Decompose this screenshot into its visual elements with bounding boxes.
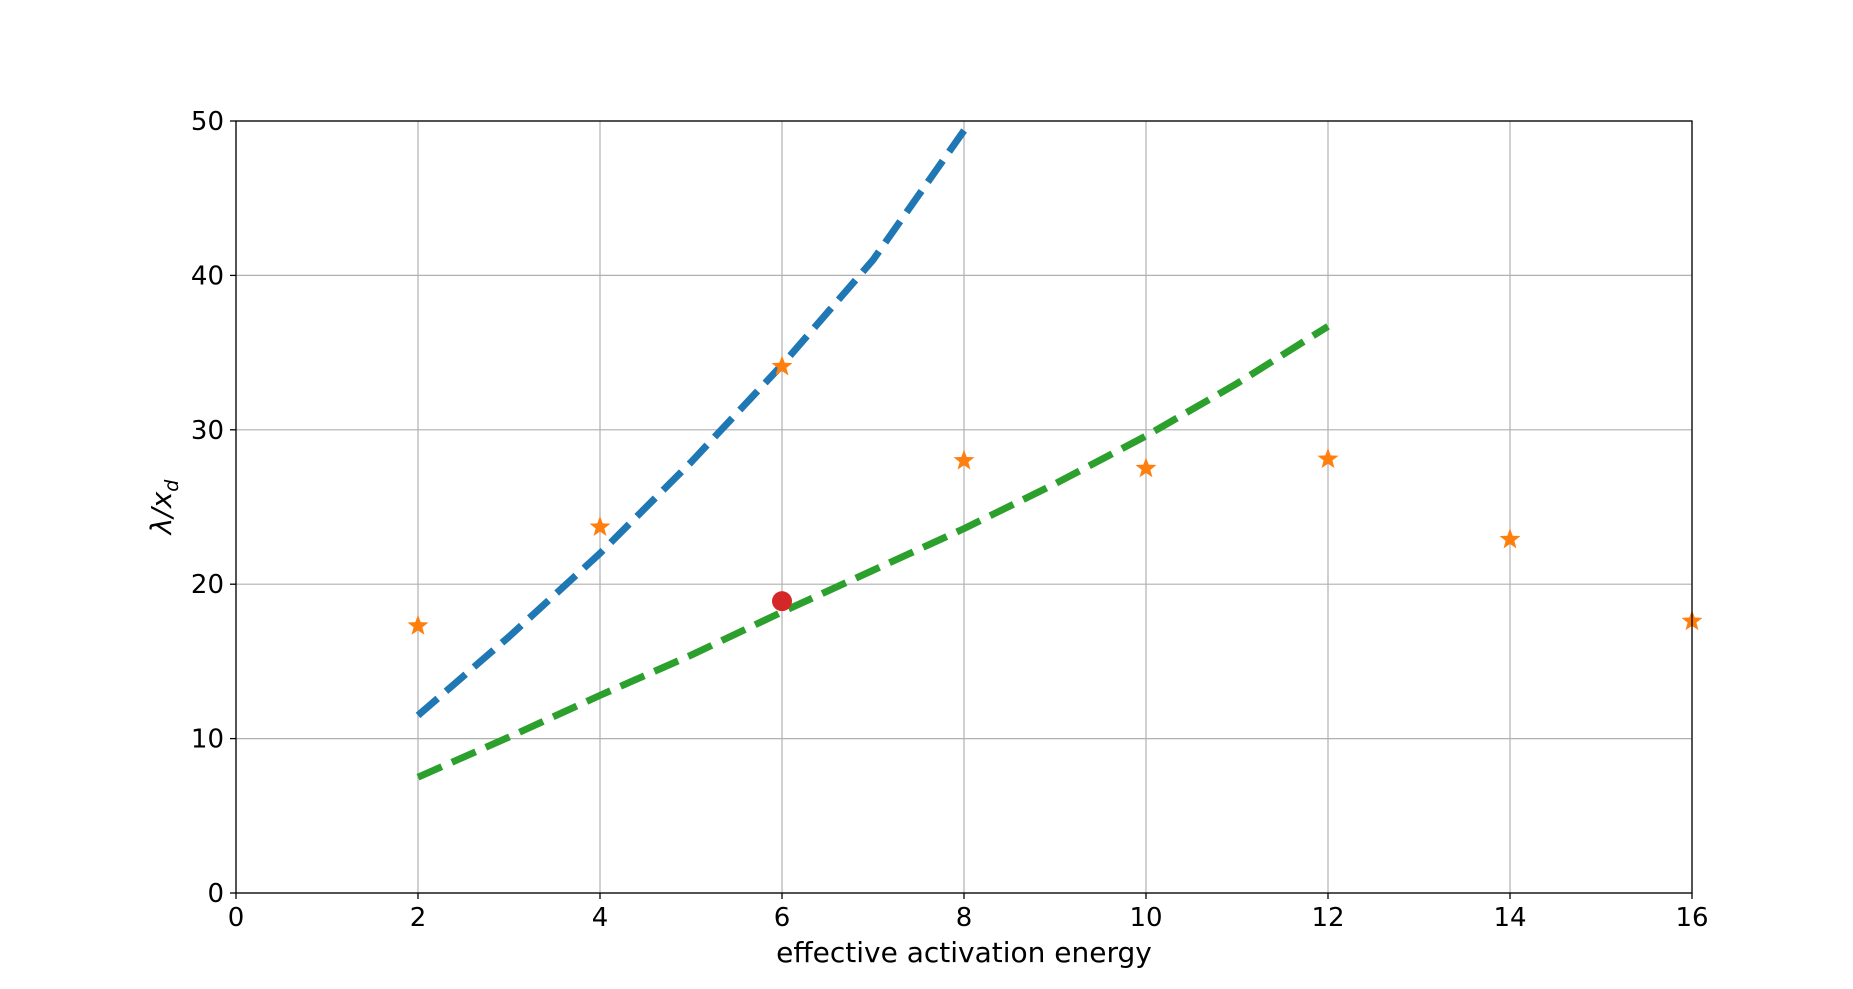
x-tick-label: 8 xyxy=(956,903,973,933)
y-axis-label: λ/xd xyxy=(145,479,183,537)
x-tick-label: 4 xyxy=(592,903,609,933)
y-tick-label: 50 xyxy=(191,107,224,137)
ticks: 0 2 4 6 8 10 12 14 16 0 10 20 30 40 50 xyxy=(191,107,1709,933)
star-point xyxy=(953,449,975,470)
x-tick-label: 0 xyxy=(228,903,245,933)
grid xyxy=(235,120,1693,894)
x-tick-label: 2 xyxy=(410,903,427,933)
y-axis-label-main: λ/x xyxy=(145,491,178,536)
star-point xyxy=(589,516,611,536)
star-point xyxy=(407,614,429,635)
star-point xyxy=(1317,448,1339,469)
star-point xyxy=(1499,528,1521,549)
y-tick-label: 10 xyxy=(191,725,224,755)
y-tick-label: 30 xyxy=(191,416,224,446)
circle-point xyxy=(772,591,792,612)
series-line-1 xyxy=(416,323,1330,781)
series-line-0 xyxy=(415,122,972,719)
series-layer xyxy=(407,122,1703,781)
x-axis-label: effective activation energy xyxy=(776,936,1152,969)
star-point xyxy=(1135,457,1157,478)
y-axis-label-subscript: d xyxy=(161,479,183,492)
x-tick-label: 14 xyxy=(1493,903,1526,933)
x-tick-label: 6 xyxy=(774,903,791,933)
y-tick-label: 20 xyxy=(191,570,224,600)
x-tick-label: 16 xyxy=(1675,903,1708,933)
x-tick-label: 12 xyxy=(1311,903,1344,933)
star-point xyxy=(771,355,793,376)
y-tick-label: 40 xyxy=(191,261,224,291)
y-tick-label: 0 xyxy=(207,879,224,909)
x-tick-label: 10 xyxy=(1129,903,1162,933)
